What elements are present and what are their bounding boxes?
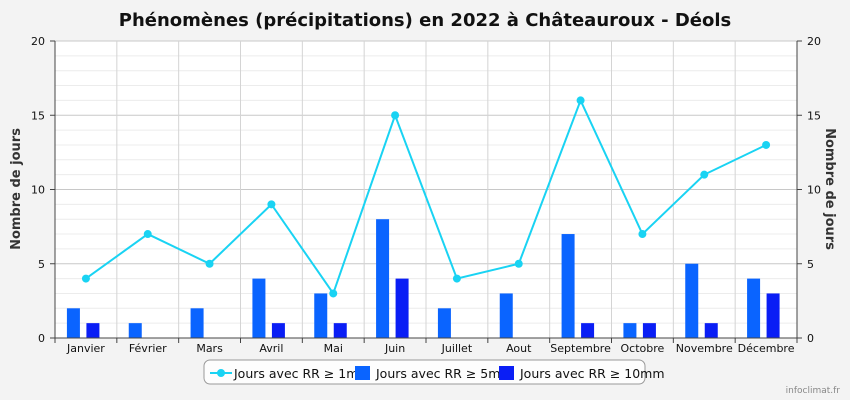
bar-10mm[interactable] — [333, 323, 347, 338]
point-1mm[interactable] — [762, 140, 771, 149]
point-1mm[interactable] — [452, 274, 461, 283]
bar-5mm[interactable] — [685, 263, 699, 338]
legend-label-10mm[interactable]: Jours avec RR ≥ 10mm — [519, 366, 665, 381]
line-1mm — [85, 97, 767, 296]
point-1mm[interactable] — [143, 230, 152, 239]
legend-swatch-10mm — [499, 366, 514, 380]
legend: Jours avec RR ≥ 1mm Jours avec RR ≥ 5mm … — [203, 359, 665, 385]
point-1mm[interactable] — [638, 230, 647, 239]
y-tick-label-left: 10 — [31, 184, 45, 197]
line-series — [81, 96, 771, 298]
x-axis: Janvier Février Mars Avril Mai Juin Juillet Aou… — [54, 338, 798, 355]
x-tick-label: Janvier — [66, 342, 105, 355]
x-tick-label: Novembre — [676, 342, 733, 355]
bar-5mm[interactable] — [561, 234, 575, 338]
y-tick-label-right: 5 — [807, 258, 814, 271]
point-1mm[interactable] — [267, 200, 276, 209]
x-tick-label: Septembre — [550, 342, 611, 355]
x-tick-label: Octobre — [621, 342, 665, 355]
bar-10mm[interactable] — [704, 323, 718, 338]
bar-5mm[interactable] — [66, 308, 80, 338]
bar-10mm[interactable] — [642, 323, 656, 338]
bar-5mm[interactable] — [190, 308, 204, 338]
x-tick-label: Aout — [506, 342, 532, 355]
y-tick-label-right: 15 — [807, 109, 821, 122]
y-tick-label-right: 10 — [807, 184, 821, 197]
point-1mm[interactable] — [700, 170, 709, 179]
x-tick-label: Mai — [324, 342, 343, 355]
bar-10mm[interactable] — [766, 293, 780, 338]
bar-10mm[interactable] — [86, 323, 100, 338]
x-tick-label: Février — [129, 342, 167, 355]
legend-label-5mm[interactable]: Jours avec RR ≥ 5mm — [375, 366, 513, 381]
point-1mm[interactable] — [205, 259, 214, 268]
y-tick-label-left: 20 — [31, 35, 45, 48]
bars — [66, 219, 780, 338]
y-tick-label-left: 15 — [31, 109, 45, 122]
legend-swatch-5mm — [355, 366, 370, 380]
bar-5mm[interactable] — [376, 219, 390, 338]
point-1mm[interactable] — [514, 259, 523, 268]
legend-line-marker — [217, 369, 225, 377]
bar-10mm[interactable] — [395, 278, 409, 338]
y-tick-label-right: 20 — [807, 35, 821, 48]
chart-title: Phénomènes (précipitations) en 2022 à Ch… — [119, 10, 731, 31]
legend-label-1mm[interactable]: Jours avec RR ≥ 1mm — [233, 366, 371, 381]
bar-5mm[interactable] — [437, 308, 451, 338]
x-tick-label: Mars — [196, 342, 223, 355]
point-1mm[interactable] — [329, 289, 338, 298]
bar-5mm[interactable] — [252, 278, 266, 338]
point-1mm[interactable] — [81, 274, 90, 283]
bar-5mm[interactable] — [128, 323, 142, 338]
y-tick-label-left: 0 — [38, 332, 45, 345]
y-axis-label-right: Nombre de jours — [822, 128, 837, 250]
bar-5mm[interactable] — [747, 278, 761, 338]
point-1mm[interactable] — [391, 111, 400, 120]
y-tick-label-right: 0 — [807, 332, 814, 345]
bar-5mm[interactable] — [499, 293, 513, 338]
grid — [55, 40, 797, 338]
bar-10mm[interactable] — [581, 323, 595, 338]
x-tick-label: Avril — [259, 342, 283, 355]
y-axis: 0 0 5 5 10 10 15 15 20 20 — [31, 35, 821, 345]
x-tick-label: Juin — [384, 342, 405, 355]
bar-5mm[interactable] — [314, 293, 328, 338]
x-tick-label: Décembre — [738, 342, 795, 355]
y-axis-label-left: Nombre de jours — [9, 128, 24, 250]
x-tick-label: Juillet — [441, 342, 473, 355]
point-1mm[interactable] — [576, 96, 585, 105]
y-tick-label-left: 5 — [38, 258, 45, 271]
bar-10mm[interactable] — [271, 323, 285, 338]
bar-5mm[interactable] — [623, 323, 637, 338]
credit-text: infoclimat.fr — [785, 386, 840, 396]
legend-box — [203, 359, 646, 385]
